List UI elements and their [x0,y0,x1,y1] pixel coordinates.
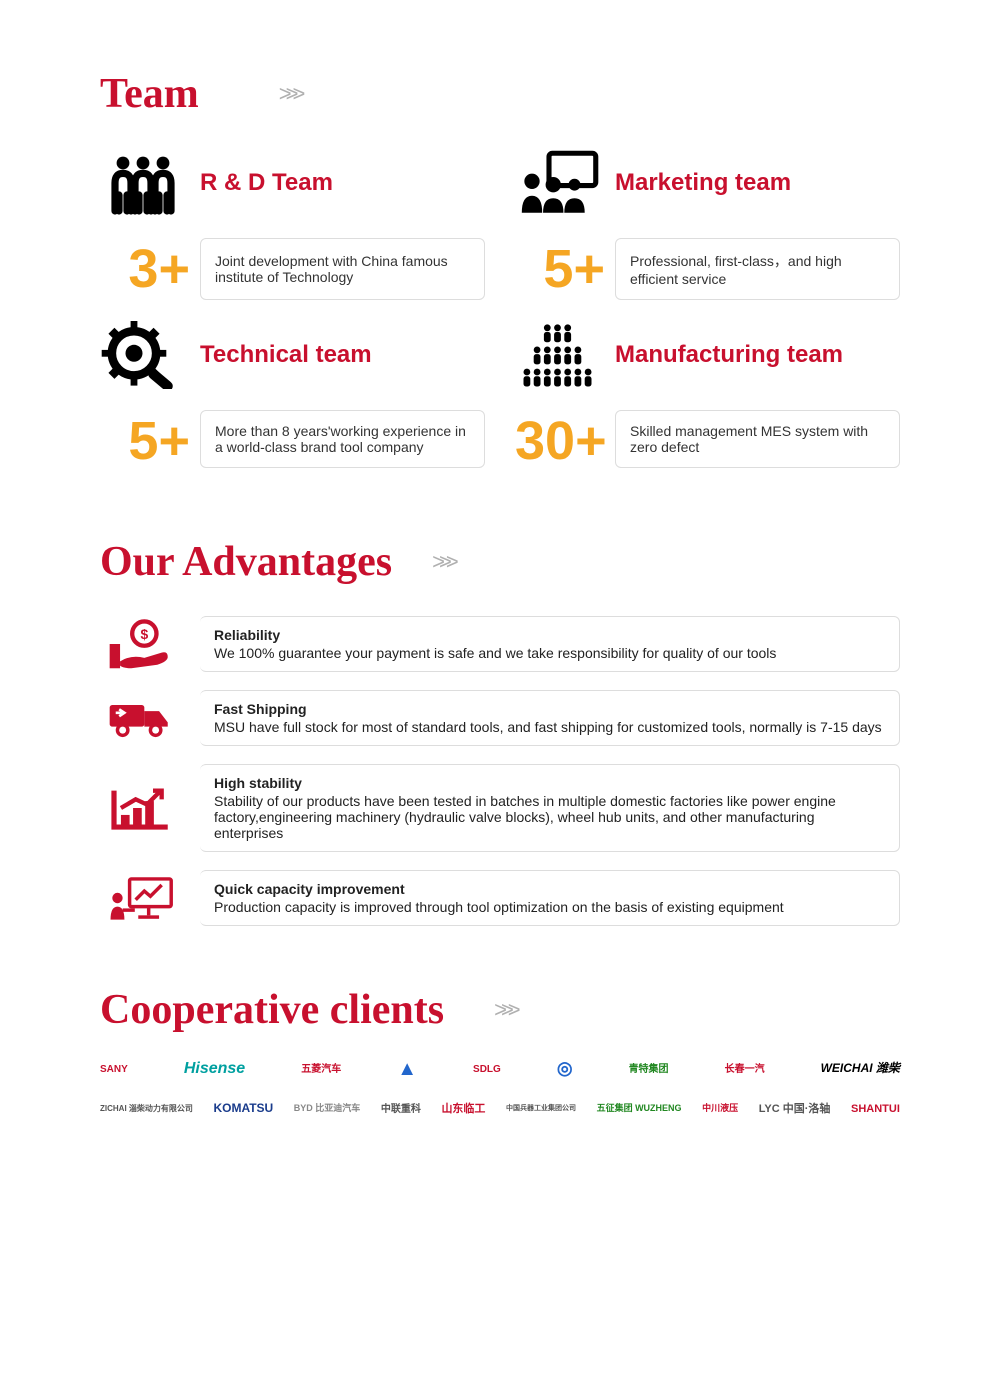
client-logo: 中国兵器工业集团公司 [506,1094,576,1124]
client-logo: 中川液压 [702,1094,738,1124]
client-logo: ▲ [397,1054,417,1084]
client-logo: 五菱汽车 [301,1054,341,1084]
advantages-list: $ Reliability We 100% guarantee your pay… [100,616,900,926]
adv-title-reliability: Reliability [214,627,885,643]
advantages-title: Our Advantages [100,538,392,586]
team-count-technical: 5+ [100,410,190,468]
meeting-icon [515,148,600,218]
team-desc-manufacturing: Skilled management MES system with zero … [615,410,900,468]
team-desc-marketing: Professional, first-class，and high effic… [615,238,900,300]
adv-desc-reliability: We 100% guarantee your payment is safe a… [214,645,885,661]
client-logo: SHANTUI [851,1094,900,1124]
team-stat-manufacturing: 30+ Skilled management MES system with z… [515,410,900,468]
chevrons-icon: >>> [432,549,453,575]
client-logo: 山东临工 [441,1094,485,1124]
client-logo: KOMATSU [213,1094,273,1124]
advantages-header: Our Advantages >>> [100,538,900,586]
client-logo: 五征集团 WUZHENG [597,1094,682,1124]
adv-box-shipping: Fast Shipping MSU have full stock for mo… [200,690,900,746]
client-logo: ZICHAI 淄柴动力有限公司 [100,1094,193,1124]
team-desc-rd: Joint development with China famous inst… [200,238,485,300]
team-desc-technical: More than 8 years'working experience in … [200,410,485,468]
adv-title-shipping: Fast Shipping [214,701,885,717]
team-stat-marketing: 5+ Professional, first-class，and high ef… [515,238,900,300]
adv-row-reliability: $ Reliability We 100% guarantee your pay… [100,616,900,672]
adv-box-stability: High stability Stability of our products… [200,764,900,852]
search-gear-icon [100,320,185,390]
client-logo: WEICHAI 潍柴 [821,1054,900,1084]
team-head-manufacturing: Manufacturing team [515,320,900,390]
adv-row-shipping: Fast Shipping MSU have full stock for mo… [100,690,900,746]
team-grid: R & D Team Marketing team 3+ Joint devel… [100,148,900,468]
client-logo: 长春一汽 [725,1054,765,1084]
client-logo: Hisense [184,1054,245,1084]
client-logo: BYD 比亚迪汽车 [294,1094,361,1124]
team-stat-technical: 5+ More than 8 years'working experience … [100,410,485,468]
clients-title: Cooperative clients [100,986,444,1034]
team-count-manufacturing: 30+ [515,410,605,468]
adv-desc-capacity: Production capacity is improved through … [214,899,885,915]
chevrons-icon: >>> [279,81,300,107]
svg-text:$: $ [140,626,148,642]
clients-grid: SANY Hisense 五菱汽车 ▲ SDLG ◎ 青特集团 长春一汽 WEI… [100,1054,900,1124]
adv-title-capacity: Quick capacity improvement [214,881,885,897]
client-logo: SANY [100,1054,128,1084]
team-title: Team [100,70,199,118]
chart-up-icon [100,764,180,852]
chevrons-icon: >>> [494,997,515,1023]
team-head-rd: R & D Team [100,148,485,218]
pyramid-people-icon [515,320,600,390]
adv-desc-stability: Stability of our products have been test… [214,793,885,841]
team-header: Team >>> [100,70,900,118]
team-stat-rd: 3+ Joint development with China famous i… [100,238,485,300]
client-logo: ◎ [557,1054,573,1084]
team-head-technical: Technical team [100,320,485,390]
client-logo: LYC 中国·洛轴 [759,1094,831,1124]
team-count-rd: 3+ [100,238,190,300]
truck-icon [100,690,180,746]
team-count-marketing: 5+ [515,238,605,300]
team-name-manufacturing: Manufacturing team [615,341,843,369]
client-logo: SDLG [473,1054,501,1084]
team-name-rd: R & D Team [200,169,333,197]
adv-box-reliability: Reliability We 100% guarantee your payme… [200,616,900,672]
adv-title-stability: High stability [214,775,885,791]
adv-row-stability: High stability Stability of our products… [100,764,900,852]
team-head-marketing: Marketing team [515,148,900,218]
adv-box-capacity: Quick capacity improvement Production ca… [200,870,900,926]
client-logo: 青特集团 [629,1054,669,1084]
adv-row-capacity: Quick capacity improvement Production ca… [100,870,900,926]
client-logo: 中联重科 [381,1094,421,1124]
money-hand-icon: $ [100,616,180,672]
present-chart-icon [100,870,180,926]
team-name-marketing: Marketing team [615,169,791,197]
group-icon [100,148,185,218]
clients-header: Cooperative clients >>> [100,986,900,1034]
adv-desc-shipping: MSU have full stock for most of standard… [214,719,885,735]
team-name-technical: Technical team [200,341,372,369]
